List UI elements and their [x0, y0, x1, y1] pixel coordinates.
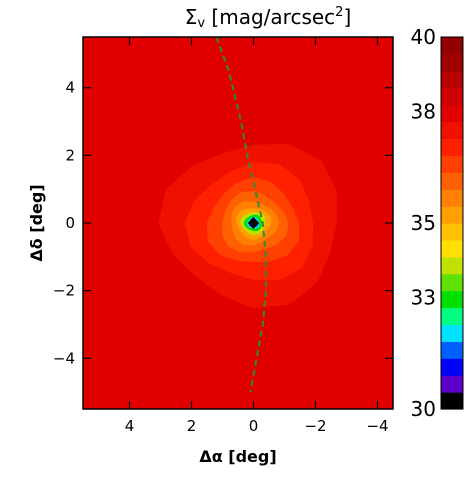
x-tick-label: 4 — [125, 417, 135, 435]
x-tick-label: −2 — [304, 417, 326, 435]
colorbar-swatch — [441, 189, 463, 207]
core-marker — [247, 216, 260, 230]
path-curve — [215, 37, 267, 393]
y-tick-label: 4 — [65, 79, 75, 97]
colorbar-swatch — [441, 256, 463, 275]
colorbar-swatch — [441, 392, 463, 410]
colorbar — [441, 37, 463, 410]
colorbar-swatch — [441, 307, 463, 326]
colorbar-swatch — [441, 324, 463, 342]
colorbar-label: 30 — [411, 397, 436, 421]
chart-title: Σv [mag/arcsec2] — [185, 5, 352, 31]
colorbar-swatch — [441, 53, 463, 72]
y-axis-label: Δδ [deg] — [27, 184, 46, 261]
colorbar-swatch — [441, 239, 463, 258]
colorbar-swatch — [441, 172, 463, 190]
colorbar-swatch — [441, 341, 463, 359]
x-tick-label: 2 — [187, 417, 197, 435]
colorbar-swatch — [441, 223, 463, 241]
colorbar-label: 33 — [411, 285, 436, 309]
colorbar-label: 38 — [411, 99, 436, 123]
colorbar-label: 40 — [411, 25, 436, 49]
y-tick-label: 2 — [65, 146, 75, 164]
colorbar-swatch — [441, 121, 463, 140]
y-tick-label: −4 — [53, 349, 75, 367]
colorbar-swatch — [441, 70, 463, 89]
y-tick-label: 0 — [65, 214, 75, 232]
colorbar-swatch — [441, 155, 463, 173]
colorbar-swatch — [441, 206, 463, 224]
colorbar-swatch — [441, 273, 463, 292]
colorbar-label: 35 — [411, 211, 436, 235]
colorbar-swatch — [441, 87, 463, 106]
colorbar-swatch — [441, 358, 463, 376]
colorbar-swatch — [441, 290, 463, 309]
colorbar-swatch — [441, 375, 463, 393]
colorbar-swatch — [441, 37, 463, 55]
colorbar-labels: 40 38 35 33 30 — [411, 25, 436, 421]
x-tick-label: 0 — [249, 417, 259, 435]
heatmap-area — [83, 37, 393, 409]
y-tick-label: −2 — [53, 282, 75, 300]
y-axis: 4 2 0 −2 −4 — [53, 79, 393, 367]
colorbar-frame — [440, 36, 464, 410]
colorbar-swatch — [441, 138, 463, 156]
x-tick-label: −4 — [366, 417, 388, 435]
x-axis: 4 2 0 −2 −4 — [125, 37, 389, 435]
x-axis-label: Δα [deg] — [199, 447, 276, 466]
colorbar-swatch — [441, 104, 463, 123]
